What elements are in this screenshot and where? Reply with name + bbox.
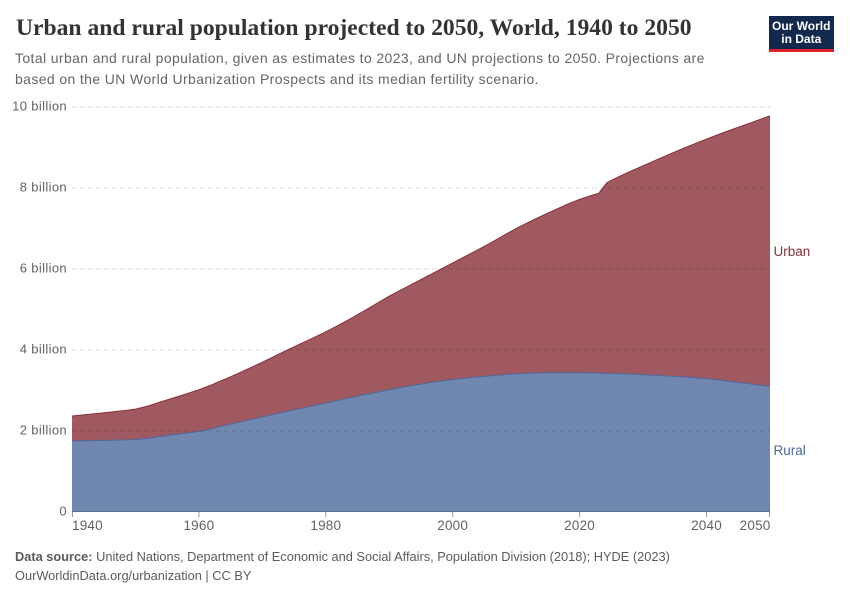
- svg-text:2000: 2000: [437, 518, 468, 533]
- svg-text:Rural: Rural: [774, 443, 806, 458]
- svg-text:2050: 2050: [740, 518, 771, 533]
- svg-text:2040: 2040: [691, 518, 722, 533]
- svg-text:10 billion: 10 billion: [12, 99, 67, 114]
- svg-text:2 billion: 2 billion: [20, 423, 67, 438]
- svg-text:6 billion: 6 billion: [20, 261, 67, 276]
- svg-text:2020: 2020: [564, 518, 595, 533]
- svg-text:1960: 1960: [183, 518, 214, 533]
- svg-text:1940: 1940: [72, 518, 103, 533]
- svg-text:8 billion: 8 billion: [20, 180, 67, 195]
- svg-text:Urban: Urban: [774, 244, 811, 259]
- svg-text:4 billion: 4 billion: [20, 342, 67, 357]
- svg-text:0: 0: [59, 504, 67, 519]
- svg-text:1980: 1980: [310, 518, 341, 533]
